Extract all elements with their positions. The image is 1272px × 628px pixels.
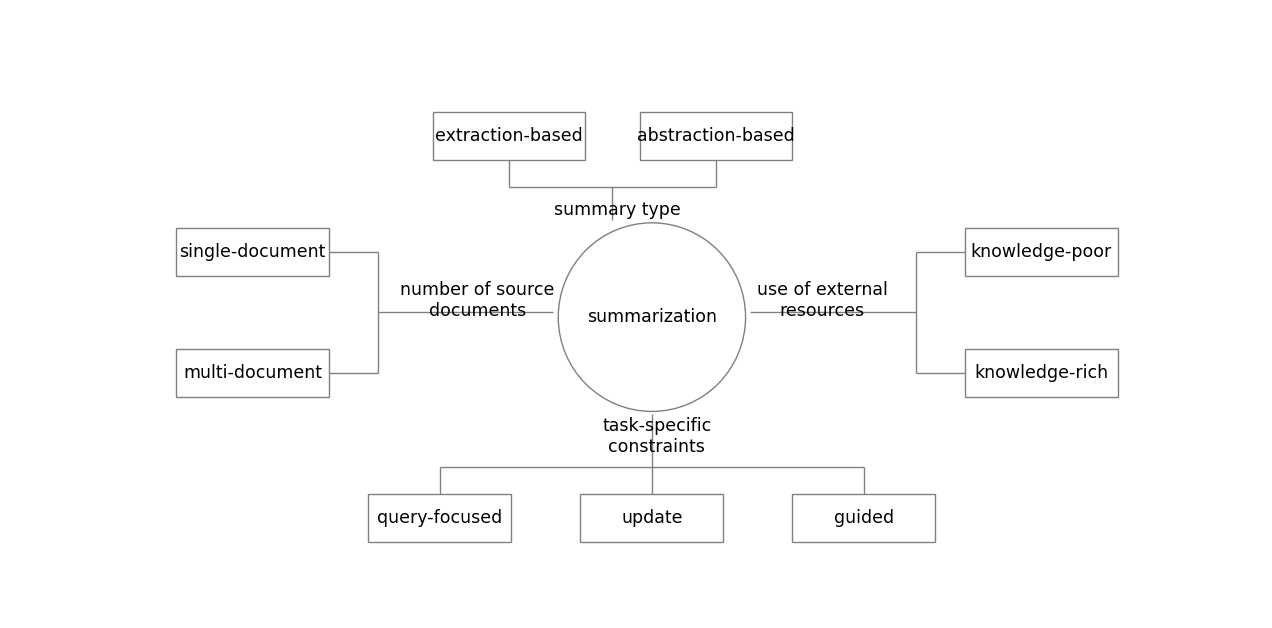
Text: summary type: summary type	[555, 201, 681, 219]
Text: summarization: summarization	[586, 308, 717, 326]
FancyBboxPatch shape	[580, 494, 724, 542]
Text: task-specific
constraints: task-specific constraints	[602, 417, 711, 456]
Text: number of source
documents: number of source documents	[401, 281, 555, 320]
Text: update: update	[621, 509, 683, 527]
Text: knowledge-rich: knowledge-rich	[974, 364, 1108, 382]
Text: query-focused: query-focused	[378, 509, 502, 527]
Text: use of external
resources: use of external resources	[757, 281, 888, 320]
Ellipse shape	[558, 223, 745, 411]
FancyBboxPatch shape	[177, 349, 329, 397]
FancyBboxPatch shape	[369, 494, 511, 542]
Text: abstraction-based: abstraction-based	[637, 127, 795, 145]
FancyBboxPatch shape	[965, 349, 1118, 397]
FancyBboxPatch shape	[965, 228, 1118, 276]
Text: guided: guided	[833, 509, 894, 527]
FancyBboxPatch shape	[177, 228, 329, 276]
FancyBboxPatch shape	[432, 112, 585, 160]
FancyBboxPatch shape	[640, 112, 792, 160]
FancyBboxPatch shape	[792, 494, 935, 542]
Text: extraction-based: extraction-based	[435, 127, 583, 145]
Text: multi-document: multi-document	[183, 364, 322, 382]
Text: knowledge-poor: knowledge-poor	[971, 243, 1112, 261]
Text: single-document: single-document	[179, 243, 326, 261]
